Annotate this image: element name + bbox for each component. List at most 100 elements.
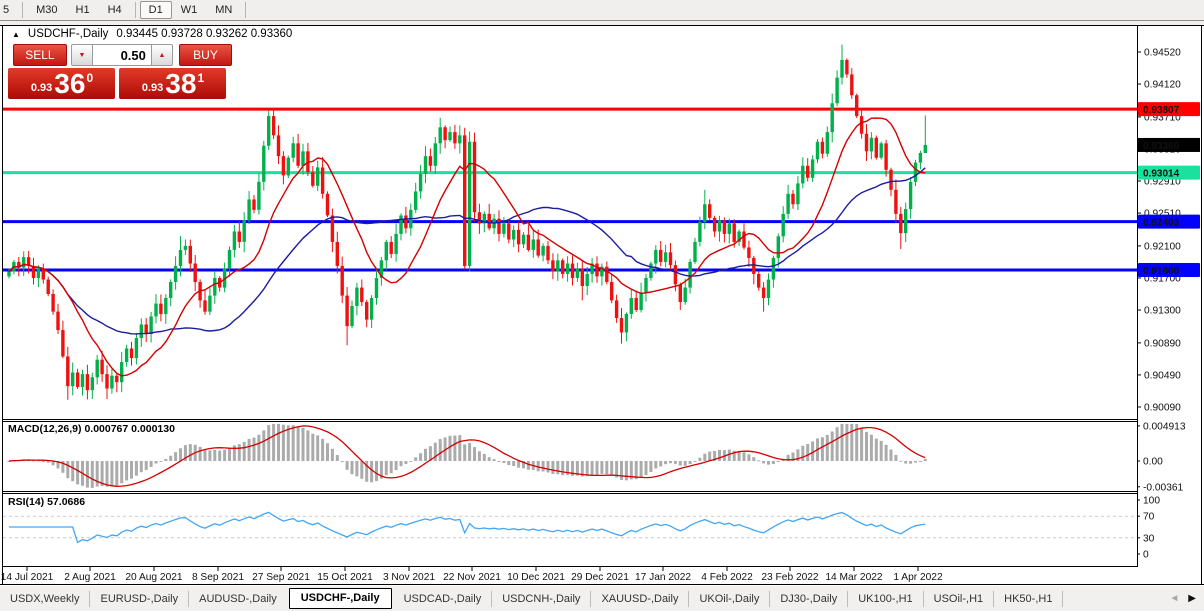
candle-body (923, 144, 927, 153)
one-click-trade-panel: SELL ▼ 0.50 ▲ BUY 0.93 36 0 0.93 38 1 (8, 44, 232, 99)
macd-histogram-bar (899, 460, 903, 462)
macd-histogram-bar (615, 461, 619, 478)
candle-body (850, 74, 854, 96)
candle-body (325, 193, 330, 216)
candle-body (477, 212, 482, 224)
date-axis-label: 4 Feb 2022 (701, 572, 753, 583)
sell-price-button[interactable]: 0.93 36 0 (8, 68, 115, 99)
candle-body (614, 300, 619, 319)
tab-dj30-daily[interactable]: DJ30-,Daily (770, 590, 849, 607)
candle-body (894, 189, 898, 214)
candle-body (654, 249, 658, 264)
level-price-tag-text: 0.91800 (1143, 266, 1180, 277)
buy-button[interactable]: BUY (179, 44, 232, 66)
candle-body (257, 181, 261, 210)
collapse-triangle-icon[interactable]: ▲ (12, 29, 20, 39)
volume-input[interactable]: 0.50 (93, 44, 151, 66)
tab-scroll-left-icon[interactable]: ◄ (1169, 593, 1180, 604)
candle-body (330, 215, 335, 242)
candle-body (154, 303, 158, 317)
date-axis-label: 17 Jan 2022 (635, 572, 691, 583)
macd-histogram-bar (188, 444, 192, 461)
macd-histogram-bar (321, 438, 325, 461)
tab-hk50-h1[interactable]: HK50-,H1 (994, 590, 1064, 607)
price-axis-label: 0.93710 (1144, 112, 1181, 123)
candle-body (889, 169, 893, 190)
macd-histogram-bar (732, 450, 736, 461)
candle-body (815, 141, 820, 160)
tab-xauusd-daily[interactable]: XAUUSD-,Daily (591, 590, 690, 607)
macd-histogram-bar (228, 447, 231, 461)
tab-usdx-weekly[interactable]: USDX,Weekly (0, 590, 91, 607)
tab-usdcad-daily[interactable]: USDCAD-,Daily (394, 590, 493, 607)
tab-usdchf-daily[interactable]: USDCHF-,Daily (288, 588, 392, 609)
timeframe-button-h1[interactable]: H1 (75, 4, 90, 16)
macd-histogram-bar (786, 454, 790, 461)
candle-body (31, 265, 36, 278)
candle-body (360, 287, 364, 303)
candle-body (639, 292, 643, 311)
tab-eurusd-daily[interactable]: EURUSD-,Daily (90, 590, 190, 607)
date-axis-label: 3 Nov 2021 (383, 572, 435, 583)
candle-body (41, 268, 45, 280)
macd-histogram-bar (105, 461, 109, 487)
macd-histogram-bar (536, 461, 540, 472)
candle-body (203, 300, 207, 312)
macd-histogram-bar (825, 434, 829, 461)
sell-button[interactable]: SELL (13, 44, 67, 66)
macd-histogram-bar (865, 431, 868, 461)
macd-histogram-bar (517, 461, 521, 468)
macd-histogram-bar (242, 441, 246, 461)
macd-histogram-bar (791, 452, 795, 461)
buy-price-big: 38 (165, 68, 197, 99)
candle-body (835, 77, 839, 104)
macd-histogram-bar (237, 444, 241, 461)
candle-body (575, 268, 580, 278)
macd-histogram-bar (811, 441, 815, 461)
timeframe-button-m30[interactable]: M30 (36, 4, 58, 16)
sell-price-big: 36 (54, 68, 86, 99)
candle-body (374, 277, 379, 298)
tab-usoil-h1[interactable]: USOil-,H1 (924, 590, 995, 607)
macd-histogram-bar (742, 452, 746, 461)
tab-uk100-h1[interactable]: UK100-,H1 (848, 590, 924, 607)
buy-price-button[interactable]: 0.93 38 1 (119, 68, 226, 99)
macd-histogram-bar (820, 437, 824, 461)
candle-body (830, 103, 834, 133)
candle-body (389, 241, 393, 254)
candle-body (75, 372, 80, 387)
toolbar-separator (22, 2, 24, 18)
timeframe-button-m5[interactable]: 5 (3, 4, 10, 16)
candle-body (806, 165, 810, 178)
macd-histogram-bar (463, 444, 467, 461)
tab-scroll-right-icon[interactable]: ▶ (1188, 593, 1196, 604)
timeframe-button-mn[interactable]: MN (215, 4, 233, 16)
rsi-axis-label: 70 (1143, 512, 1155, 523)
tab-ukoil-daily[interactable]: UKOil-,Daily (689, 590, 771, 607)
macd-histogram-bar (762, 461, 766, 464)
volume-decrease-button[interactable]: ▼ (70, 44, 94, 66)
candle-body (242, 220, 246, 242)
macd-histogram-bar (306, 430, 310, 461)
macd-histogram-bar (522, 461, 525, 469)
macd-histogram-bar (869, 434, 873, 461)
candle-body (546, 245, 550, 261)
rsi-axis-label: 0 (1143, 550, 1149, 561)
macd-signal-line (8, 425, 926, 487)
macd-histogram-bar (835, 427, 839, 461)
timeframe-button-d1[interactable]: D1 (139, 1, 172, 19)
candle-body (502, 223, 506, 234)
candle-body (629, 297, 633, 315)
timeframe-button-h4[interactable]: H4 (107, 4, 122, 16)
tab-audusd-daily[interactable]: AUDUSD-,Daily (199, 592, 277, 605)
macd-histogram-bar (477, 451, 481, 461)
candle-body (884, 143, 888, 170)
tab-usdcnh-daily[interactable]: USDCNH-,Daily (492, 590, 592, 607)
timeframe-button-w1[interactable]: W1 (180, 4, 198, 16)
candle-body (276, 135, 281, 157)
candle-body (71, 372, 75, 387)
volume-increase-button[interactable]: ▲ (150, 44, 174, 66)
macd-histogram-bar (370, 461, 374, 483)
down-arrow-icon: ▼ (78, 51, 86, 59)
candle-body (291, 143, 295, 158)
